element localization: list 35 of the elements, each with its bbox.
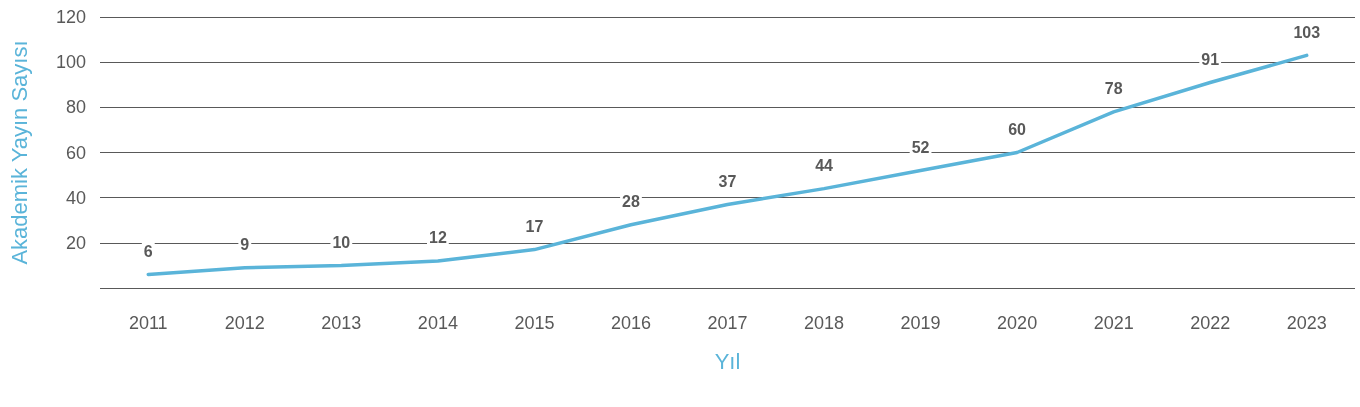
data-label: 60	[1008, 121, 1027, 138]
x-tick-label: 2012	[224, 313, 265, 333]
data-label: 78	[1104, 80, 1123, 98]
data-label: 6	[143, 242, 153, 260]
x-tick-label: 2019	[900, 313, 941, 333]
x-tick-label: 2015	[514, 313, 555, 333]
y-tick-label: 40	[65, 187, 86, 208]
data-label: 37	[718, 172, 737, 190]
x-tick-label: 2013	[321, 313, 362, 333]
data-label: 10	[332, 233, 351, 251]
x-tick-label: 2021	[1093, 313, 1134, 333]
x-tick-label: 2011	[128, 313, 168, 333]
y-tick-label: 120	[55, 7, 86, 27]
data-label: 12	[428, 229, 447, 247]
x-tick-label: 2017	[707, 313, 748, 333]
x-tick-label: 2022	[1190, 313, 1231, 333]
y-tick-label: 20	[65, 232, 86, 253]
x-tick-label: 2020	[997, 313, 1038, 333]
y-tick-label: 60	[65, 142, 86, 163]
x-axis-title: Yıl	[714, 348, 741, 374]
data-label: 103	[1293, 23, 1321, 41]
y-axis-title: Akademik Yayın Sayısı	[6, 40, 32, 265]
data-label: 28	[622, 193, 640, 211]
x-tick-label: 2014	[417, 313, 458, 333]
data-label: 17	[525, 218, 544, 236]
data-label: 44	[815, 157, 834, 175]
y-tick-label: 100	[55, 52, 86, 73]
data-label: 52	[911, 139, 930, 157]
y-tick-label: 80	[65, 97, 86, 118]
data-label: 9	[240, 236, 250, 254]
x-tick-label: 2023	[1286, 313, 1327, 333]
x-tick-label: 2018	[804, 313, 845, 333]
data-label: 91	[1201, 50, 1220, 68]
x-tick-label: 2016	[610, 313, 651, 333]
line-series	[146, 53, 1309, 277]
